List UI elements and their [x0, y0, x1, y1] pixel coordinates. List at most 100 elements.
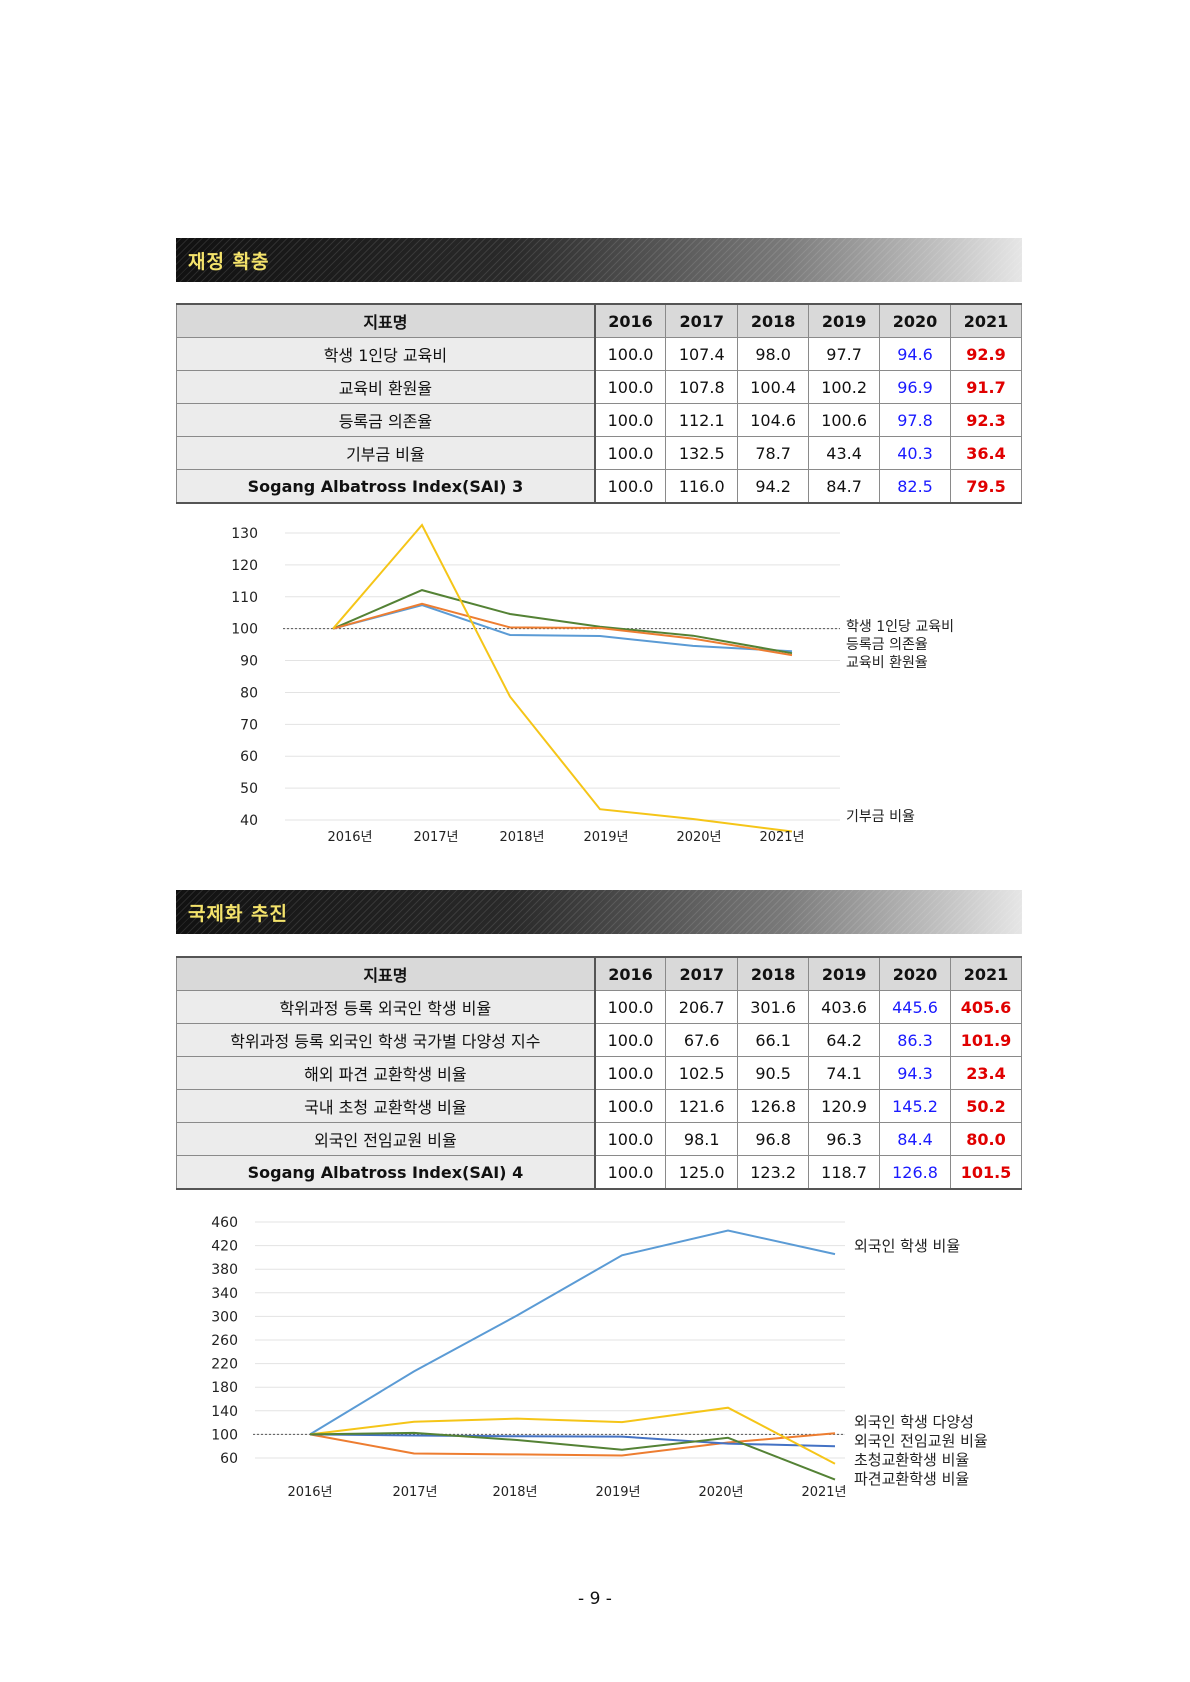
- section-title: 국제화 추진: [188, 903, 289, 925]
- y-tick-label: 40: [240, 813, 258, 829]
- value-cell: 92.9: [950, 337, 1022, 371]
- value-cell: 125.0: [665, 1155, 739, 1190]
- value-cell: 301.6: [737, 990, 810, 1024]
- value-cell: 100.0: [593, 370, 667, 404]
- series-line: [309, 1406, 836, 1465]
- value-cell: 112.1: [665, 403, 739, 437]
- value-cell: 206.7: [665, 990, 739, 1024]
- indicator-name: 학생 1인당 교육비: [175, 337, 596, 371]
- value-cell: 120.9: [808, 1089, 881, 1123]
- value-cell: 100.0: [593, 1122, 667, 1156]
- indicator-name: Sogang Albatross Index(SAI) 3: [175, 469, 596, 504]
- value-cell: 94.2: [737, 469, 810, 504]
- value-cell: 84.7: [808, 469, 881, 504]
- value-cell: 118.7: [808, 1155, 881, 1190]
- table-row: 해외 파견 교환학생 비율 100.0 102.5 90.5 74.1 94.3 23.4: [175, 1056, 1023, 1090]
- value-cell: 403.6: [808, 990, 881, 1024]
- table-row: 외국인 전임교원 비율 100.0 98.1 96.8 96.3 84.4 80.0: [175, 1122, 1023, 1156]
- value-cell: 100.2: [808, 370, 881, 404]
- value-cell: 78.7: [737, 436, 810, 470]
- y-tick-label: 260: [211, 1333, 238, 1349]
- legend-label: 외국인 학생 다양성: [854, 1413, 974, 1431]
- y-tick-label: 340: [211, 1286, 238, 1302]
- table-row: 학위과정 등록 외국인 학생 국가별 다양성 지수 100.0 67.6 66.1 64…: [175, 1023, 1023, 1057]
- series-line: [309, 1229, 836, 1436]
- y-tick-label: 60: [220, 1451, 238, 1467]
- x-tick-label: 2017년: [413, 830, 458, 845]
- y-tick-label: 100: [211, 1427, 238, 1443]
- value-cell: 107.8: [665, 370, 739, 404]
- column-header: 2019: [808, 303, 881, 338]
- x-tick-label: 2020년: [698, 1485, 743, 1500]
- series-line: [309, 1431, 836, 1481]
- table-row: 등록금 의존율 100.0 112.1 104.6 100.6 97.8 92.3: [175, 403, 1022, 437]
- legend-label: 교육비 환원율: [846, 655, 928, 671]
- value-cell: 100.0: [593, 469, 667, 504]
- value-cell: 102.5: [665, 1056, 739, 1090]
- column-header: 2018: [737, 956, 810, 991]
- y-tick-label: 110: [231, 590, 258, 606]
- x-tick-label: 2016년: [327, 830, 372, 845]
- value-cell: 74.1: [808, 1056, 881, 1090]
- y-tick-label: 120: [231, 558, 258, 574]
- y-tick-label: 220: [211, 1357, 238, 1373]
- y-tick-label: 130: [231, 526, 258, 542]
- column-header: 2016: [593, 956, 667, 991]
- finance-indicator-table: 지표명 2016 2017 2018 2019 2020 2021 학생 1인당…: [175, 303, 1022, 504]
- indicator-name: 기부금 비율: [175, 436, 596, 470]
- internationalization-line-chart: 460 420 380 340 300 260 220 180 140 100 60 2016년 201…: [211, 1215, 988, 1500]
- y-tick-label: 70: [240, 717, 258, 733]
- indicator-name: Sogang Albatross Index(SAI) 4: [175, 1155, 596, 1190]
- value-cell: 100.0: [593, 337, 667, 371]
- y-tick-label: 380: [211, 1262, 238, 1278]
- value-cell: 84.4: [879, 1122, 951, 1156]
- value-cell: 100.0: [593, 1155, 667, 1190]
- value-cell: 121.6: [665, 1089, 739, 1123]
- column-header: 2017: [665, 956, 739, 991]
- column-header: 2017: [665, 303, 739, 338]
- column-header: 2021: [950, 303, 1022, 338]
- table-row: 교육비 환원율 100.0 107.8 100.4 100.2 96.9 91.7: [175, 370, 1022, 404]
- legend-label: 외국인 전임교원 비율: [854, 1432, 988, 1450]
- value-cell: 96.3: [808, 1122, 881, 1156]
- value-cell: 100.0: [593, 1056, 667, 1090]
- value-cell: 445.6: [879, 990, 951, 1024]
- table-row: 학생 1인당 교육비 100.0 107.4 98.0 97.7 94.6 92.9: [175, 337, 1022, 371]
- column-header: 지표명: [175, 303, 596, 338]
- value-cell: 66.1: [737, 1023, 810, 1057]
- y-tick-label: 90: [240, 654, 258, 670]
- value-cell: 100.6: [808, 403, 881, 437]
- x-tick-label: 2016년: [287, 1485, 332, 1500]
- table-header-row: 지표명 2016 2017 2018 2019 2020 2021: [175, 956, 1023, 991]
- legend-label: 등록금 의존율: [846, 637, 928, 653]
- value-cell: 126.8: [737, 1089, 810, 1123]
- series-line: [332, 589, 793, 655]
- value-cell: 40.3: [879, 436, 951, 470]
- value-cell: 94.6: [879, 337, 951, 371]
- series-line: [332, 523, 793, 833]
- value-cell: 94.3: [879, 1056, 951, 1090]
- section-banner-finance: 재정 확충: [176, 238, 1022, 282]
- value-cell: 36.4: [950, 436, 1022, 470]
- table-row: 기부금 비율 100.0 132.5 78.7 43.4 40.3 36.4: [175, 436, 1022, 470]
- x-tick-label: 2019년: [595, 1485, 640, 1500]
- value-cell: 92.3: [950, 403, 1022, 437]
- legend-label: 초청교환학생 비율: [854, 1451, 969, 1469]
- y-tick-label: 100: [231, 622, 258, 638]
- value-cell: 91.7: [950, 370, 1022, 404]
- series-line: [309, 1432, 836, 1457]
- value-cell: 98.0: [737, 337, 810, 371]
- indicator-name: 학위과정 등록 외국인 학생 국가별 다양성 지수: [175, 1023, 596, 1057]
- series-line: [332, 602, 793, 657]
- value-cell: 97.7: [808, 337, 881, 371]
- y-tick-label: 300: [211, 1309, 238, 1325]
- value-cell: 100.4: [737, 370, 810, 404]
- indicator-name: 해외 파견 교환학생 비율: [175, 1056, 596, 1090]
- x-tick-label: 2019년: [583, 830, 628, 845]
- value-cell: 64.2: [808, 1023, 881, 1057]
- internationalization-indicator-table: 지표명 2016 2017 2018 2019 2020 2021 학위과정 등…: [175, 956, 1023, 1190]
- y-tick-label: 420: [211, 1239, 238, 1255]
- value-cell: 100.0: [593, 1089, 667, 1123]
- value-cell: 405.6: [949, 990, 1023, 1024]
- value-cell: 145.2: [879, 1089, 951, 1123]
